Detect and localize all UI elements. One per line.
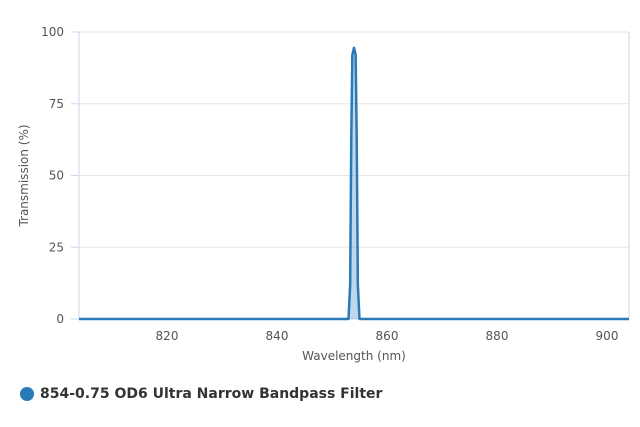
legend-item[interactable]: 854-0.75 OD6 Ultra Narrow Bandpass Filte…: [20, 386, 382, 402]
y-tick-label: 25: [49, 240, 64, 254]
y-tick-label: 0: [56, 312, 64, 326]
x-tick-label: 860: [376, 329, 399, 343]
y-axis-title: Transmission (%): [17, 124, 31, 227]
legend-label: 854-0.75 OD6 Ultra Narrow Bandpass Filte…: [40, 386, 383, 402]
x-tick-label: 880: [486, 329, 509, 343]
y-tick-label: 75: [49, 97, 64, 111]
series-line: [79, 46, 629, 321]
x-tick-label: 840: [266, 329, 289, 343]
legend-marker-icon: [20, 387, 34, 401]
x-axis-title: Wavelength (nm): [302, 349, 406, 363]
x-tick-label: 820: [156, 329, 179, 343]
x-tick-label: 900: [596, 329, 619, 343]
series-area: [79, 47, 629, 319]
y-tick-label: 50: [49, 169, 64, 183]
y-tick-label: 100: [41, 25, 64, 39]
